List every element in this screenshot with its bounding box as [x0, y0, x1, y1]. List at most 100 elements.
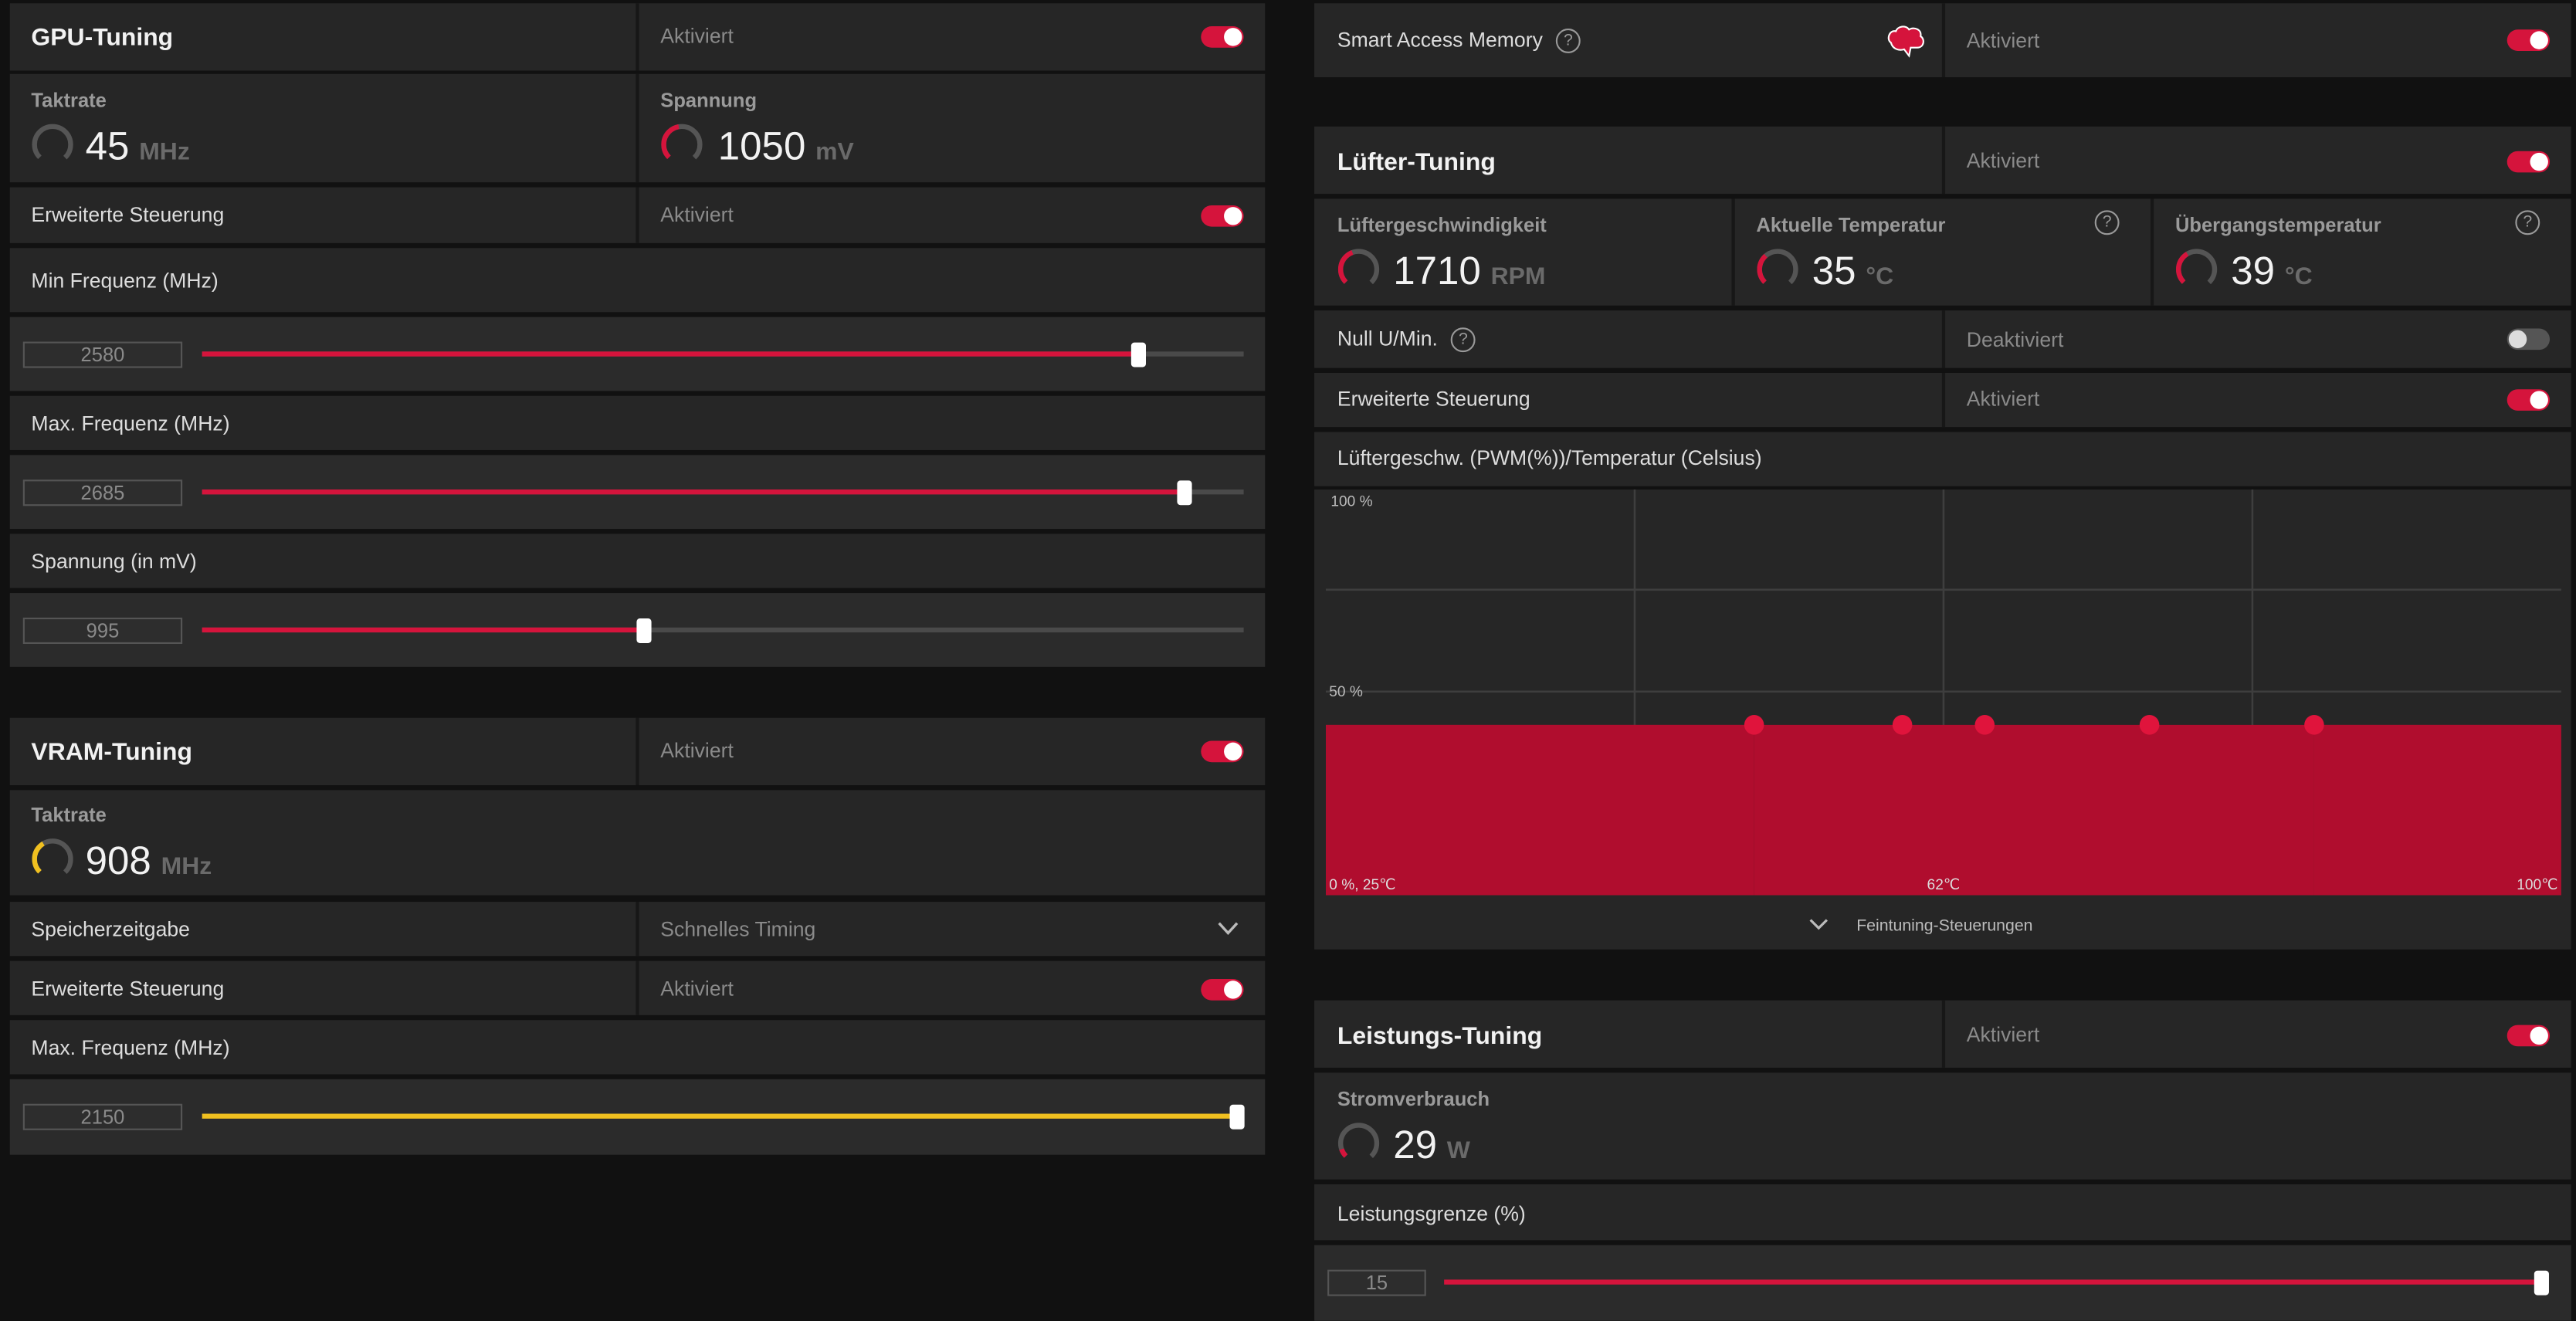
fan-metrics — [1314, 198, 2571, 306]
slider-value[interactable]: 2685 — [22, 479, 183, 506]
metric-unit: W — [1446, 1136, 1470, 1165]
slider-label: Max. Frequenz (MHz) — [31, 1036, 230, 1060]
divider — [636, 902, 639, 957]
metric-unit: MHz — [161, 852, 212, 881]
help-icon[interactable]: ? — [1450, 327, 1476, 353]
metric-unit: MHz — [139, 137, 190, 166]
slider-thumb[interactable] — [1177, 479, 1192, 505]
row — [9, 1020, 1266, 1075]
dropdown-chevron[interactable] — [1218, 922, 1239, 937]
brain-icon — [1887, 25, 1924, 58]
toggle[interactable] — [2507, 29, 2551, 51]
metric-unit: RPM — [1490, 263, 1546, 291]
toggle[interactable] — [2507, 1025, 2551, 1047]
metric: 1050 mV — [718, 125, 854, 171]
metric-value: 908 — [85, 839, 151, 884]
metric: 39 °C — [2231, 249, 2312, 296]
slider-label: Min Frequenz (MHz) — [31, 269, 219, 293]
slider-fill — [202, 627, 645, 633]
metric-value: 35 — [1812, 249, 1856, 294]
help-icon[interactable]: ? — [2094, 210, 2120, 235]
slider-track — [202, 627, 1244, 633]
toggle[interactable] — [1201, 979, 1244, 1001]
gauge — [1337, 249, 1380, 290]
toggle[interactable] — [2507, 389, 2551, 411]
divider — [636, 717, 639, 785]
metric-value: 1050 — [717, 124, 806, 170]
status: Aktiviert — [660, 977, 734, 1001]
fan-curve-extension — [1325, 724, 1754, 896]
row — [9, 533, 1266, 588]
status: Aktiviert — [1966, 1023, 2040, 1047]
metric-label: Aktuelle Temperatur — [1756, 213, 1946, 237]
help-icon[interactable]: ? — [1555, 29, 1581, 54]
toggle[interactable] — [1201, 205, 1244, 227]
fan-curve-point[interactable] — [1744, 715, 1764, 735]
metric: 908 MHz — [86, 839, 212, 886]
slider-value[interactable]: 2580 — [22, 341, 183, 368]
gauge — [1337, 1123, 1380, 1164]
gauge — [32, 838, 73, 880]
power-metrics — [1314, 1072, 2571, 1180]
slider-thumb[interactable] — [1229, 1103, 1245, 1129]
chevron[interactable] — [1808, 918, 1829, 931]
row-label: Erweiterte Steuerung — [1337, 388, 1530, 411]
row — [9, 395, 1266, 450]
metric-label: Spannung — [660, 88, 758, 112]
gauge — [32, 124, 73, 165]
axis-label: 100 % — [1330, 493, 1373, 510]
metric-value: 39 — [2231, 249, 2276, 294]
slider-value[interactable]: 995 — [22, 617, 183, 645]
divider — [636, 3, 639, 71]
vram-metrics — [9, 790, 1266, 896]
status: Aktiviert — [1966, 149, 2040, 173]
metric-unit: °C — [1866, 263, 1894, 291]
fan-curve-point[interactable] — [1974, 715, 1995, 735]
row — [9, 248, 1266, 313]
metric: 1710 RPM — [1393, 249, 1545, 296]
slider-fill — [202, 489, 1185, 495]
fan-curve-point[interactable] — [2304, 715, 2324, 735]
slider-fill — [1444, 1279, 2542, 1285]
fan-curve-chart — [1325, 489, 2561, 896]
row — [1314, 432, 2571, 486]
chart-title: Lüftergeschw. (PWM(%))/Temperatur (Celsi… — [1337, 446, 1762, 470]
help-icon[interactable]: ? — [2515, 210, 2540, 235]
slider-fill — [202, 351, 1139, 357]
gauge — [2176, 249, 2218, 290]
metric-unit: °C — [2284, 263, 2313, 291]
expand-link[interactable]: Feintuning-Steuerungen — [1856, 917, 2033, 936]
divider — [1941, 126, 1946, 195]
toggle[interactable] — [2507, 328, 2551, 351]
slider-thumb[interactable] — [1130, 341, 1147, 367]
fan-curve-extension — [2313, 724, 2561, 896]
title: GPU-Tuning — [31, 23, 174, 53]
row-label: Null U/Min.? — [1337, 327, 1476, 353]
fan-curve-point[interactable] — [2139, 715, 2160, 735]
axis-label: 0 %, 25℃ — [1329, 876, 1396, 893]
toggle[interactable] — [2507, 151, 2551, 173]
slider-thumb[interactable] — [2534, 1269, 2549, 1295]
fan-curve-point[interactable] — [1892, 715, 1913, 735]
slider-thumb[interactable] — [636, 617, 652, 642]
row — [1314, 1184, 2571, 1241]
title: Leistungs-Tuning — [1337, 1022, 1543, 1051]
divider — [1941, 3, 1946, 77]
divider — [1941, 310, 1946, 368]
divider — [1731, 198, 1735, 306]
metric-value: 29 — [1393, 1123, 1438, 1168]
toggle[interactable] — [1201, 740, 1244, 763]
dropdown-value[interactable]: Schnelles Timing — [660, 918, 816, 942]
gauge — [1757, 249, 1798, 290]
metric: 29 W — [1393, 1123, 1470, 1170]
metric-label: Übergangstemperatur — [2174, 213, 2381, 237]
slider-label: Max. Frequenz (MHz) — [31, 412, 230, 435]
metric-unit: mV — [815, 137, 854, 166]
divider — [2151, 198, 2154, 306]
toggle[interactable] — [1201, 26, 1244, 48]
slider-value[interactable]: 15 — [1327, 1269, 1426, 1296]
metric: 45 MHz — [86, 125, 190, 171]
slider-value[interactable]: 2150 — [22, 1103, 183, 1130]
label: Null U/Min. — [1337, 327, 1438, 351]
